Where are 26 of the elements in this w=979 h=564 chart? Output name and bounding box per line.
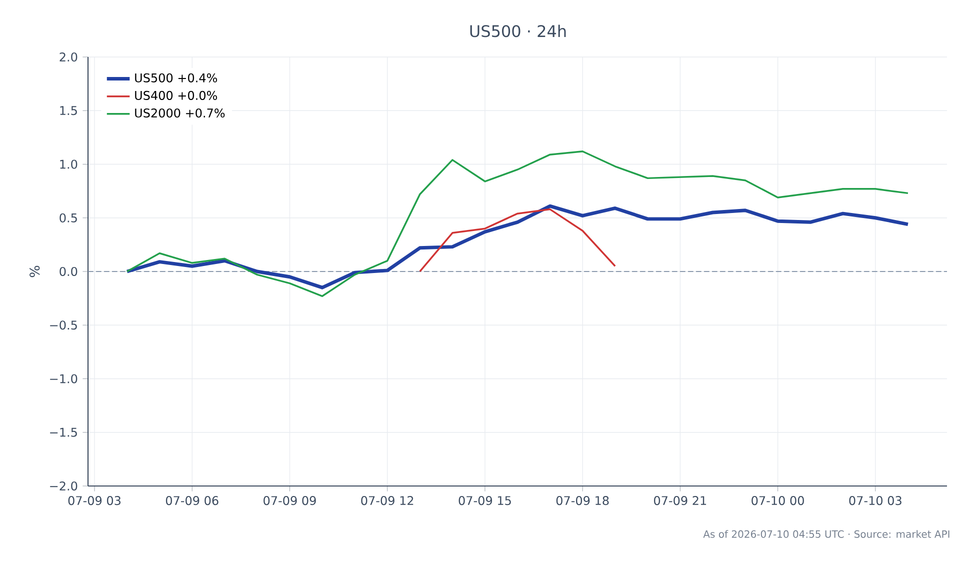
x-tick-label: 07-10 00: [752, 496, 804, 506]
legend-label: US500 +0.4%: [135, 73, 218, 82]
legend-label: US400 +0.0%: [135, 90, 218, 100]
x-tick-label: 07-09 06: [166, 496, 218, 506]
chart-title: US500 · 24h: [470, 24, 566, 38]
y-tick-label: −2.0: [50, 481, 78, 491]
x-tick-label: 07-09 12: [361, 496, 414, 506]
text: As of 2026-07-10 04:55 UTC · Source: market API: [703, 530, 950, 538]
y-tick-label: 0.5: [60, 213, 77, 222]
line-series: [419, 208, 616, 272]
x-tick-label: 07-09 03: [68, 496, 121, 506]
y-tick-label: −0.5: [50, 320, 77, 330]
x-tick-label: 07-09 21: [654, 496, 706, 506]
y-tick-label: 2.0: [60, 52, 78, 62]
y-tick-label: −1.5: [50, 428, 77, 437]
y-tick-label: 0.0: [60, 266, 78, 276]
y-axis-title: %: [30, 266, 40, 278]
y-tick-label: 1.0: [60, 160, 78, 169]
x-tick-label: 07-09 18: [556, 496, 609, 506]
line-series: [125, 204, 910, 290]
y-tick-label: 1.5: [60, 106, 77, 116]
legend-label: US2000 +0.7%: [135, 108, 225, 118]
x-tick-label: 07-09 09: [264, 496, 316, 506]
x-tick-label: 07-10 03: [849, 496, 902, 506]
y-tick-label: −1.0: [50, 374, 78, 384]
x-tick-label: 07-09 15: [458, 496, 511, 506]
